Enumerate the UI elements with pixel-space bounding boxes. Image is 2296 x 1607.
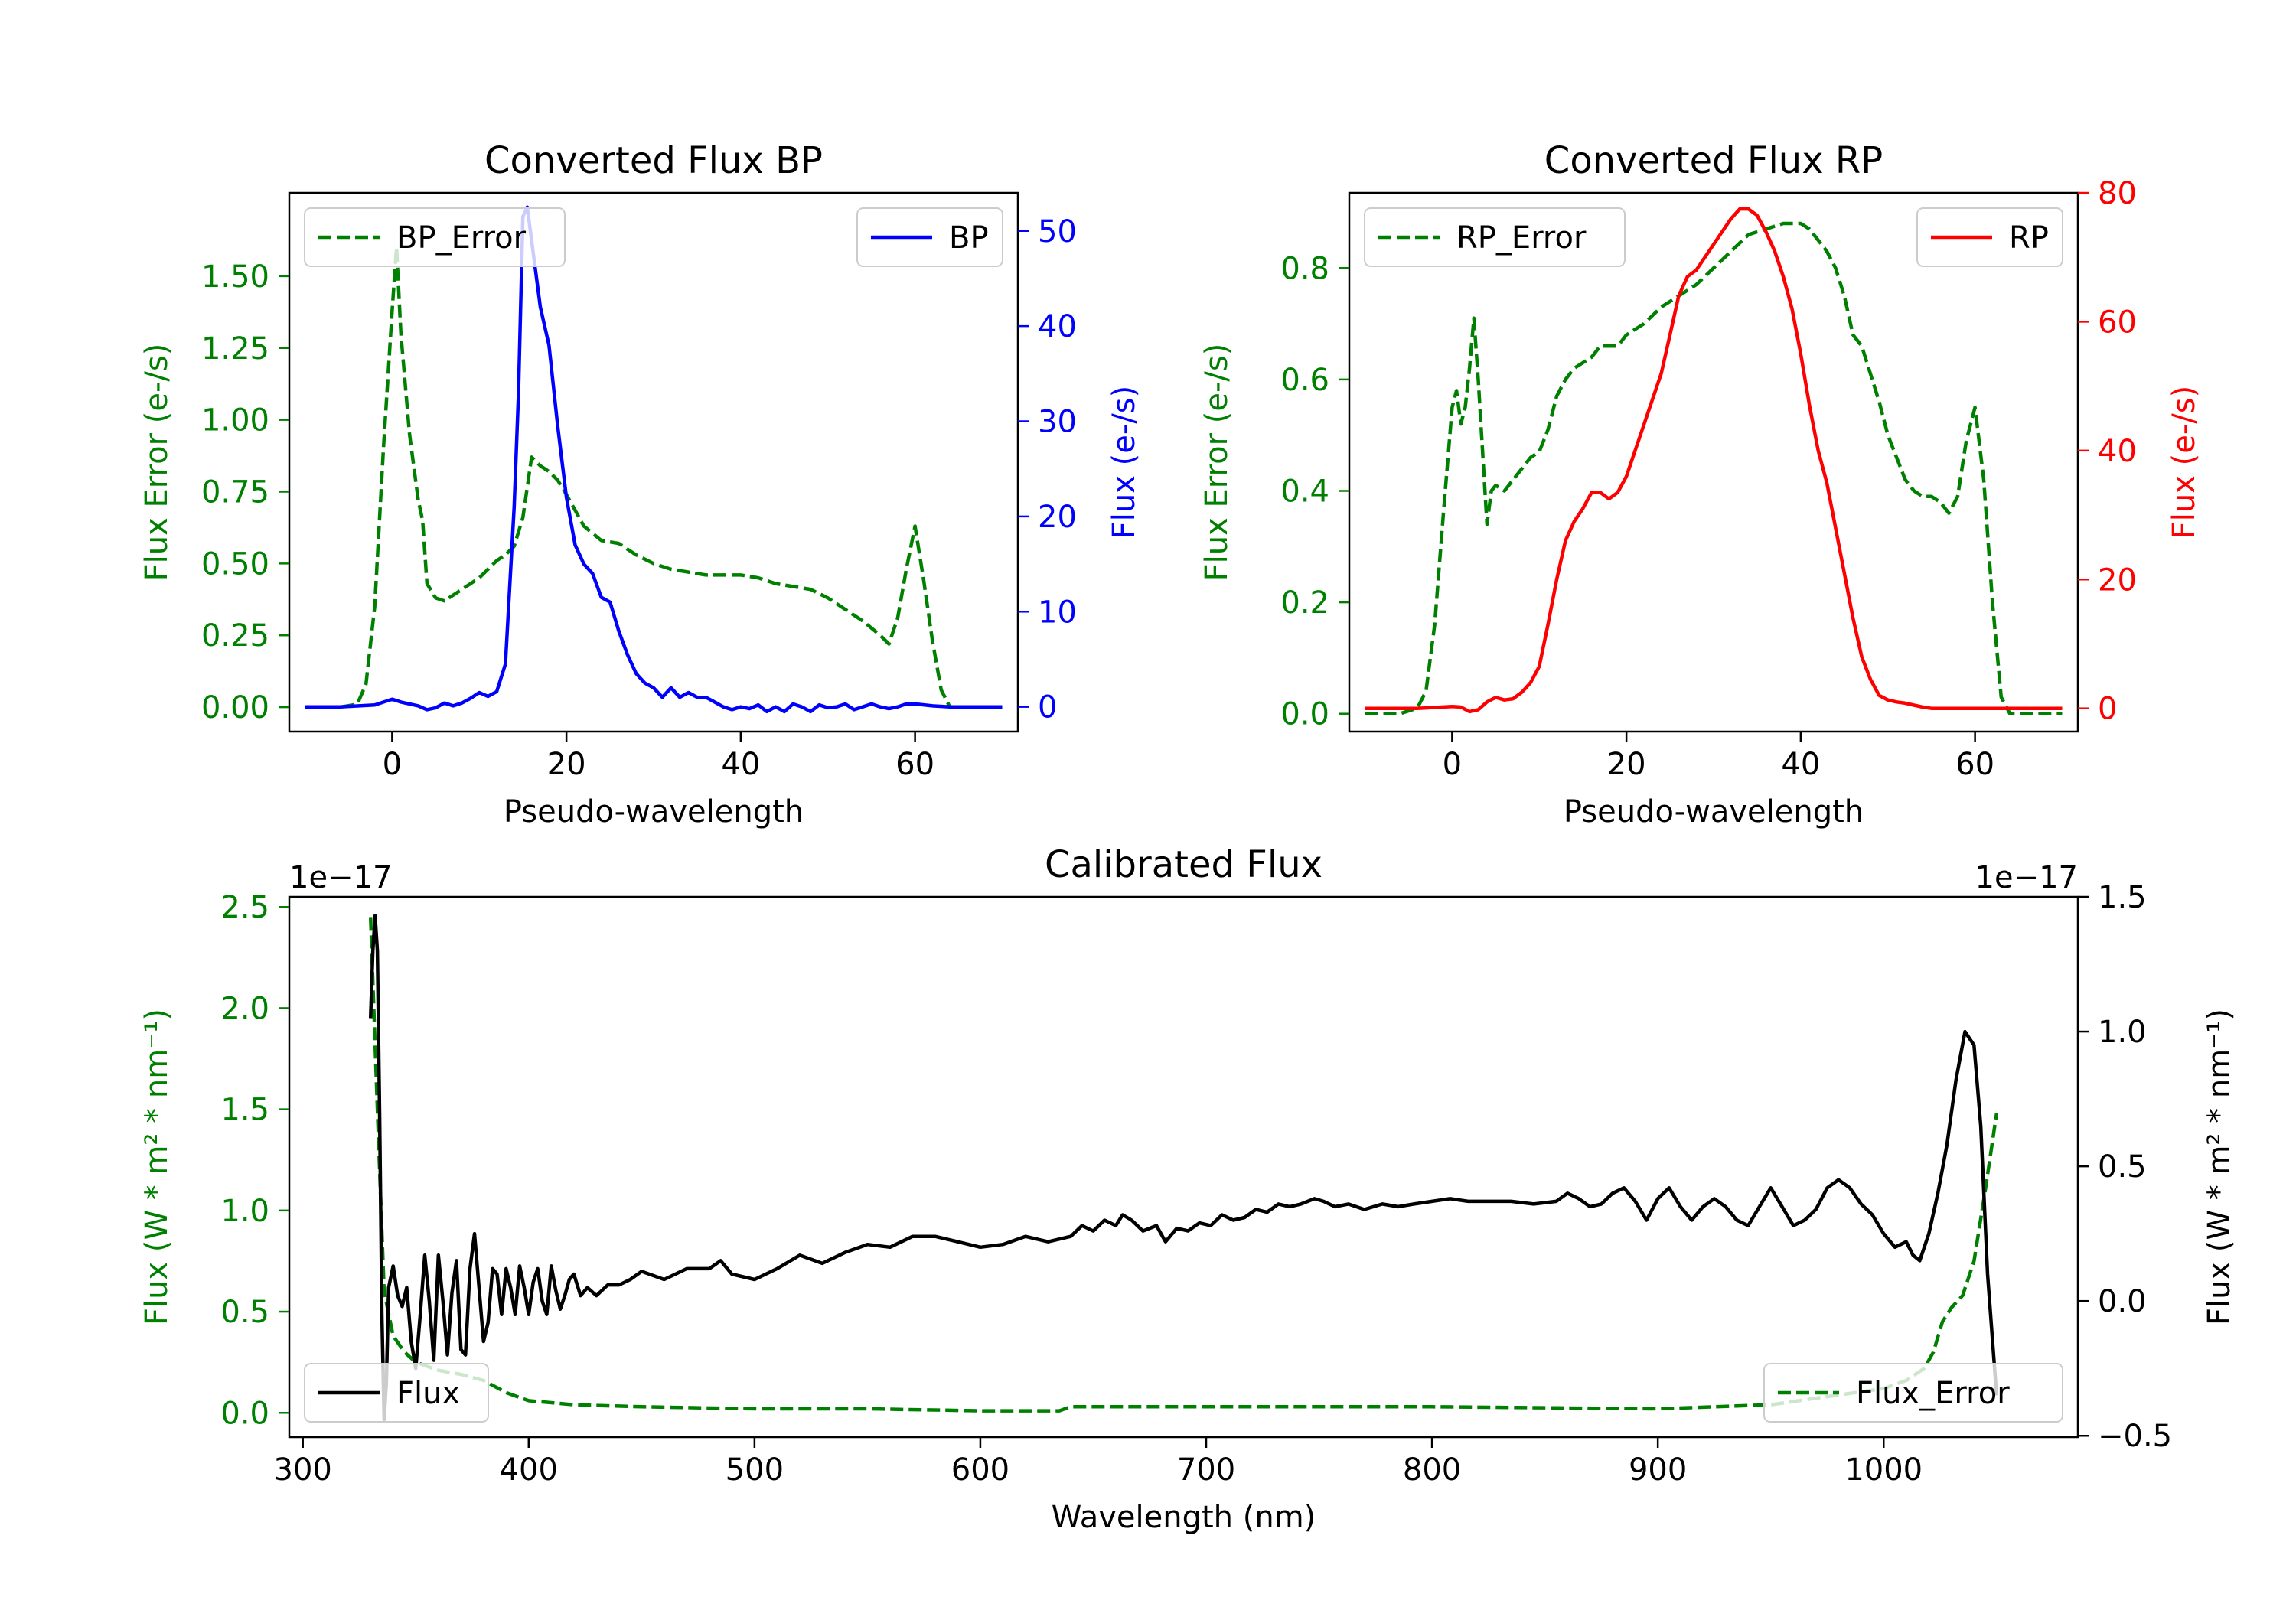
cal-left-tick-label: 2.5 (220, 890, 269, 925)
bp-right-tick-label: 40 (1038, 309, 1077, 344)
rp-x-tick-label: 40 (1781, 747, 1820, 782)
bp-right-tick-label: 10 (1038, 595, 1077, 630)
cal-series-flux-error (368, 917, 1999, 1413)
bp-right-tick-label: 50 (1038, 214, 1077, 249)
rp-left-tick-label: 0.6 (1280, 363, 1329, 398)
rp-legend-label: RP_Error (1456, 220, 1587, 256)
cal-x-tick-label: 300 (274, 1452, 332, 1488)
cal-left-offset-text: 1e−17 (289, 860, 392, 895)
bp-right-tick-label: 20 (1038, 500, 1077, 535)
cal-left-tick-label: 2.0 (220, 991, 269, 1026)
cal-x-axis-label: Wavelength (nm) (1052, 1500, 1316, 1535)
cal-chart-group: 300 400 500 600 700 800 900 1000 0.0 0.5 1.0 1.5 2.0… (139, 843, 2237, 1535)
cal-left-tick-label: 0.0 (220, 1396, 269, 1431)
cal-x-tick-label: 800 (1403, 1452, 1461, 1488)
rp-legend-label: RP (2009, 220, 2049, 256)
bp-left-tick-label: 1.00 (201, 403, 269, 438)
rp-chart-title: Converted Flux RP (1544, 139, 1883, 182)
rp-legend-box (1364, 207, 1626, 267)
rp-left-tick-label: 0.8 (1280, 251, 1329, 286)
rp-legend-right: RP (1916, 207, 2063, 267)
rp-right-tick-label: 40 (2098, 434, 2137, 469)
rp-axes-frame (1348, 191, 2079, 733)
bp-left-tick-label: 0.25 (201, 618, 269, 654)
cal-right-tick-label: −0.5 (2098, 1419, 2172, 1454)
bp-right-axis-label: Flux (e-/s) (1107, 386, 1142, 539)
bp-right-tick-label: 0 (1038, 690, 1057, 725)
cal-right-axis-label: Flux (W * m² * nm⁻¹) (2202, 1009, 2237, 1325)
bp-series-bp (305, 205, 1003, 714)
rp-legend-left: RP_Error (1364, 207, 1626, 267)
cal-right-tick-label: 1.5 (2098, 880, 2147, 915)
bp-left-axis-label: Flux Error (e-/s) (139, 344, 174, 582)
cal-x-tick-label: 900 (1629, 1452, 1687, 1488)
bp-left-tick-label: 0.50 (201, 546, 269, 582)
cal-x-tick-label: 1000 (1844, 1452, 1923, 1488)
bp-chart-title: Converted Flux BP (484, 139, 823, 182)
bp-left-tick-label: 0.75 (201, 474, 269, 510)
bp-x-tick-label: 20 (547, 747, 586, 782)
rp-right-axis-label: Flux (e-/s) (2167, 386, 2202, 539)
rp-left-axis-label: Flux Error (e-/s) (1199, 344, 1234, 582)
cal-right-tick-label: 0.5 (2098, 1149, 2147, 1185)
rp-x-axis-label: Pseudo-wavelength (1564, 794, 1864, 830)
rp-left-tick-label: 0.2 (1280, 585, 1329, 621)
cal-x-tick-label: 400 (500, 1452, 558, 1488)
rp-right-tick-label: 20 (2098, 562, 2137, 598)
cal-series-flux (368, 914, 1999, 1422)
rp-x-tick-label: 60 (1955, 747, 1994, 782)
cal-left-tick-label: 1.5 (220, 1093, 269, 1128)
cal-chart-title: Calibrated Flux (1045, 843, 1322, 886)
cal-x-tick-label: 500 (726, 1452, 784, 1488)
bp-left-tick-label: 1.50 (201, 259, 269, 295)
rp-left-tick-label: 0.4 (1280, 474, 1329, 509)
bp-chart-group: 0 20 40 60 0.00 0.25 0.50 0.75 1.00 1.25 1.50 0 10 20… (139, 139, 1142, 830)
cal-legend-box (1763, 1363, 2063, 1423)
cal-right-tick-label: 1.0 (2098, 1015, 2147, 1050)
cal-left-axis-label: Flux (W * m² * nm⁻¹) (139, 1009, 174, 1325)
bp-x-tick-label: 40 (721, 747, 760, 782)
bp-right-tick-label: 30 (1038, 405, 1077, 440)
cal-left-tick-label: 0.5 (220, 1295, 269, 1330)
bp-legend-label: BP (949, 220, 989, 256)
cal-legend-left: Flux (304, 1363, 489, 1423)
bp-x-axis-label: Pseudo-wavelength (504, 794, 804, 830)
cal-left-tick-label: 1.0 (220, 1194, 269, 1229)
bp-legend-label: BP_Error (396, 220, 527, 256)
rp-left-tick-label: 0.0 (1280, 697, 1329, 732)
cal-legend-right: Flux_Error (1763, 1363, 2063, 1423)
bp-left-tick-label: 0.00 (201, 690, 269, 725)
rp-right-tick-label: 0 (2098, 692, 2117, 727)
rp-right-tick-label: 80 (2098, 176, 2137, 211)
rp-x-tick-label: 0 (1443, 747, 1462, 782)
bp-legend-box (304, 207, 566, 267)
cal-x-tick-label: 700 (1177, 1452, 1235, 1488)
rp-right-tick-label: 60 (2098, 305, 2137, 340)
rp-series-rp (1365, 207, 2063, 714)
cal-axes-frame (288, 895, 2079, 1439)
cal-legend-label: Flux_Error (1856, 1376, 2010, 1411)
bp-series-bp-error (305, 246, 1003, 709)
cal-right-offset-text: 1e−17 (1975, 860, 2078, 895)
cal-x-tick-label: 600 (951, 1452, 1009, 1488)
cal-right-tick-label: 0.0 (2098, 1284, 2147, 1319)
cal-legend-label: Flux (396, 1376, 460, 1411)
rp-chart-group: 0 20 40 60 0.0 0.2 0.4 0.6 0.8 0 20 40 60 80 Converted… (1199, 139, 2202, 830)
cal-legend-box (304, 1363, 489, 1423)
bp-x-tick-label: 60 (895, 747, 934, 782)
bp-legend-right: BP (856, 207, 1003, 267)
bp-x-tick-label: 0 (383, 747, 402, 782)
bp-left-tick-label: 1.25 (201, 331, 269, 367)
rp-x-tick-label: 20 (1607, 747, 1646, 782)
bp-legend-left: BP_Error (304, 207, 566, 267)
rp-series-rp-error (1365, 221, 2063, 715)
bp-axes-frame (288, 191, 1019, 733)
